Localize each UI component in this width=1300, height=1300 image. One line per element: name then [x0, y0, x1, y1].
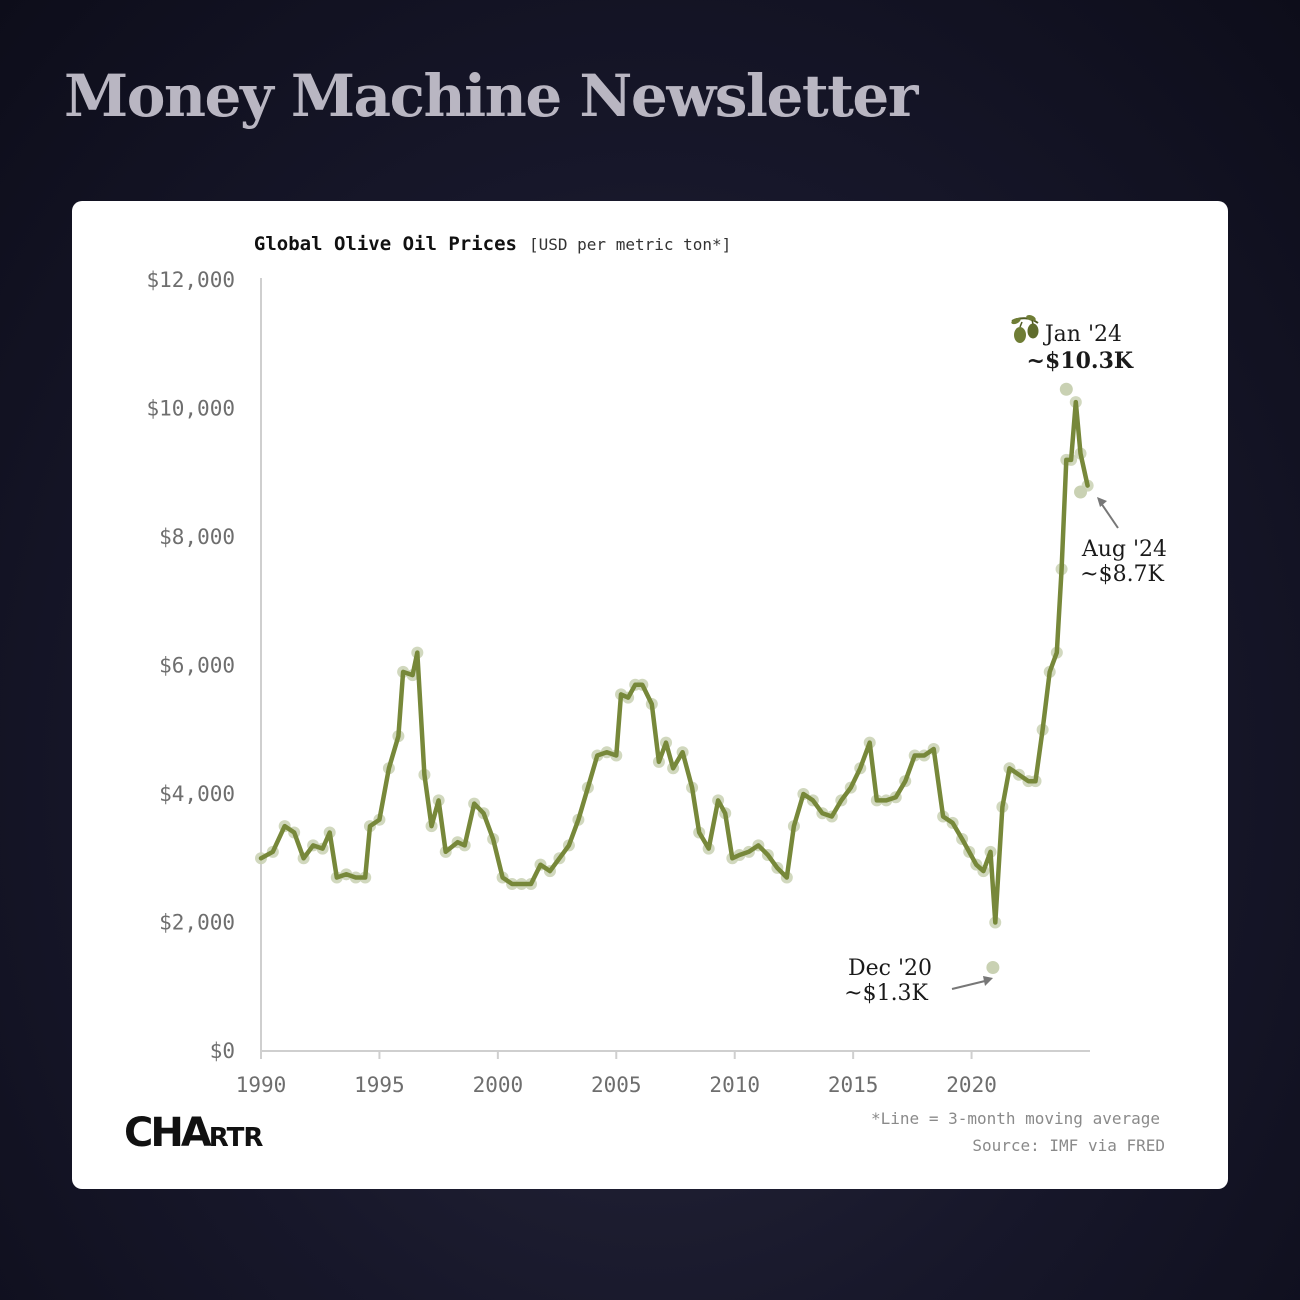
- annotated-price-dot: [986, 960, 1000, 974]
- y-tick-label: $8,000: [159, 525, 235, 549]
- x-axis: 1990 1995 2000 2005 2010 2015 2020: [236, 1050, 1090, 1097]
- footnote-line-note: *Line = 3-month moving average: [871, 1109, 1160, 1128]
- x-tick-label: 1990: [236, 1073, 287, 1097]
- annotation-aug24-arrowhead: [1097, 497, 1107, 507]
- x-tick-label: 2015: [828, 1073, 879, 1097]
- annotated-price-dot: [1074, 485, 1088, 499]
- annotation-jan24-value: ~$10.3K: [1027, 348, 1134, 374]
- footnote-source: Source: IMF via FRED: [972, 1136, 1165, 1155]
- olive-icon: [1011, 315, 1039, 343]
- annotation-dec20-arrowhead: [983, 976, 993, 986]
- annotation-jan24-label: Jan '24: [1043, 322, 1122, 347]
- y-tick-label: $4,000: [159, 782, 235, 806]
- y-tick-label: $0: [210, 1039, 235, 1063]
- x-tick-label: 2020: [946, 1073, 997, 1097]
- annotation-dec20-value: ~$1.3K: [844, 981, 928, 1006]
- chartr-logo: CHARTR: [124, 1110, 263, 1156]
- y-tick-label: $10,000: [146, 397, 235, 421]
- y-tick-label: $12,000: [146, 268, 235, 292]
- x-tick-label: 2010: [709, 1073, 760, 1097]
- chart-subtitle: [USD per metric ton*]: [529, 235, 731, 254]
- olive-oil-price-chart: Global Olive Oil Prices [USD per metric …: [146, 233, 1167, 1155]
- annotated-price-dot: [1059, 382, 1073, 396]
- annotation-dec20-arrow: [951, 980, 986, 990]
- annotation-aug24-value: ~$8.7K: [1080, 562, 1164, 587]
- annotation-aug24-arrow: [1100, 502, 1119, 529]
- moving-average-line: [258, 399, 1090, 925]
- chart-title: Global Olive Oil Prices: [254, 233, 517, 255]
- price-dots: [255, 382, 1094, 974]
- x-tick-label: 2000: [473, 1073, 524, 1097]
- chart-card: Global Olive Oil Prices [USD per metric …: [72, 201, 1228, 1189]
- x-tick-label: 2005: [591, 1073, 642, 1097]
- page-title: Money Machine Newsletter: [64, 62, 918, 130]
- annotation-aug24-label: Aug '24: [1081, 537, 1167, 562]
- y-tick-label: $6,000: [159, 654, 235, 678]
- annotation-dec20-label: Dec '20: [848, 956, 932, 981]
- y-tick-label: $2,000: [159, 911, 235, 935]
- y-axis: $0 $2,000 $4,000 $6,000 $8,000 $10,000 $12,000: [146, 268, 262, 1063]
- x-tick-label: 1995: [354, 1073, 405, 1097]
